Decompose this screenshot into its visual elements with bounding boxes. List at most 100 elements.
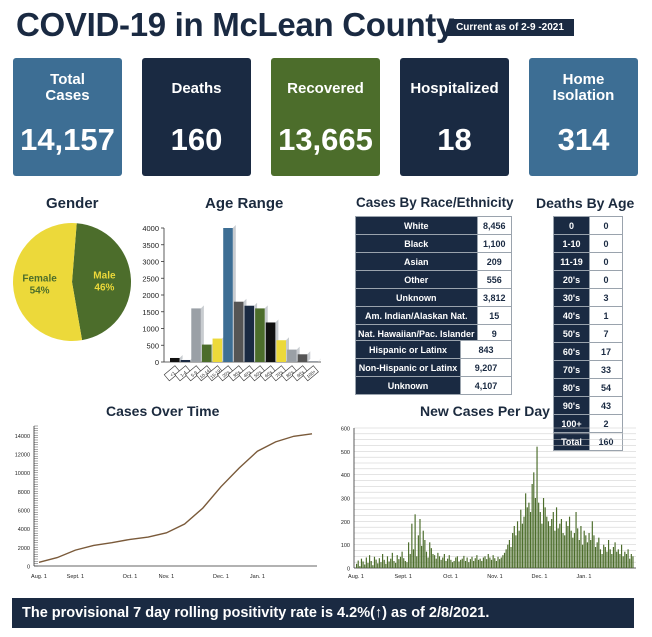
daily-bar (404, 561, 406, 568)
daily-bar (412, 549, 415, 568)
deaths-age-label: Total (553, 432, 590, 451)
daily-bar (531, 484, 533, 568)
daily-bar (482, 557, 484, 568)
stat-home-isolation: Home Isolation 314 (529, 58, 638, 176)
age-tick-tag: 15-19 (206, 365, 224, 382)
deaths-age-row: 40's 1 (553, 306, 623, 325)
daily-bar (606, 551, 608, 568)
daily-bar (460, 559, 462, 568)
daily-bar (541, 523, 543, 568)
new-cases-chart: 0 100 200 300 400 500 600 Aug. 1 Sept. 1 Oct. 1 No… (341, 427, 636, 580)
race-label: Nat. Hawaiian/Pac. Islander (355, 324, 478, 343)
cases-over-time-chart: 0 2000 4000 6000 8000 10000 12000 14000 Aug. 1 Se… (15, 425, 317, 580)
deaths-age-title: Deaths By Age (536, 195, 635, 211)
daily-bar (484, 556, 486, 568)
daily-bar (398, 559, 400, 568)
x-tick-label: Oct. 1 (443, 574, 458, 580)
daily-bar (356, 563, 358, 568)
daily-bar (601, 554, 603, 568)
daily-bar (598, 537, 600, 568)
daily-bar (627, 549, 629, 568)
daily-bar (544, 507, 546, 568)
daily-bar (364, 564, 366, 568)
daily-bar (419, 519, 421, 568)
daily-bar (362, 561, 364, 568)
daily-bar (542, 498, 545, 568)
daily-bar (585, 535, 587, 568)
race-row: White 8,456 (355, 216, 513, 235)
daily-bar (547, 521, 550, 568)
daily-bar (521, 523, 523, 568)
y-tick-label: 600 (341, 427, 350, 433)
age-tick-tag: 100+ (302, 365, 319, 382)
x-tick-label: Jan. 1 (576, 574, 591, 580)
age-tick-box (206, 365, 224, 382)
stat-label: Deaths (171, 80, 222, 97)
daily-bar (396, 555, 398, 568)
daily-bar (570, 530, 572, 568)
stat-recovered: Recovered 13,665 (271, 58, 380, 176)
daily-bar (417, 535, 419, 568)
race-value: 3,812 (476, 288, 513, 307)
age-tick-box (217, 365, 234, 382)
daily-bar (551, 519, 553, 568)
cases-line (38, 433, 313, 563)
race-label: Other (355, 270, 478, 289)
deaths-age-value: 7 (589, 324, 623, 343)
daily-bar (487, 554, 489, 568)
x-tick-label: 90's (296, 369, 306, 379)
daily-bar (495, 561, 497, 568)
age-bar (233, 301, 244, 362)
age-bar (180, 359, 191, 362)
daily-bar (624, 551, 626, 568)
daily-bar (435, 558, 437, 568)
daily-bar (434, 555, 436, 568)
age-tick-box (238, 365, 256, 382)
age-bar (287, 349, 297, 362)
daily-bar (403, 558, 405, 568)
daily-bar (450, 559, 452, 568)
race-label: Asian (355, 252, 478, 271)
x-tick-label: 30's (232, 369, 242, 379)
race-label: Am. Indian/Alaskan Nat. (355, 306, 478, 325)
x-tick-label: Dec. 1 (532, 574, 548, 580)
age-tick-box (270, 365, 287, 382)
y-tick-label: 0 (347, 567, 350, 573)
ethnicity-row: Hispanic or Latinx 843 (355, 340, 512, 359)
daily-bar (520, 509, 522, 568)
deaths-age-row: 30's 3 (553, 288, 623, 307)
daily-bar (380, 562, 382, 568)
stat-value: 314 (557, 122, 610, 157)
daily-bar (546, 516, 548, 568)
daily-bar (536, 446, 538, 568)
daily-bar (430, 548, 432, 568)
daily-bar (614, 542, 616, 568)
daily-bar (552, 512, 554, 568)
daily-bar (442, 557, 444, 568)
daily-bar (357, 560, 359, 568)
daily-bar (373, 556, 376, 568)
daily-bar (499, 559, 501, 568)
daily-bar (388, 561, 390, 568)
page-title: COVID-19 in McLean County (16, 6, 455, 43)
daily-bar (453, 561, 455, 568)
pie-label: Female (22, 273, 57, 284)
daily-bar (494, 558, 496, 568)
pie-slice-male (72, 223, 131, 341)
age-tick-tag: <1 (163, 365, 181, 382)
y-tick-label: 300 (341, 497, 350, 503)
y-tick-label: 2000 (18, 546, 30, 552)
daily-bar (599, 549, 602, 568)
daily-bar (486, 559, 488, 568)
daily-bar (429, 542, 431, 568)
race-label: Black (355, 234, 478, 253)
deaths-age-label: 30's (553, 288, 590, 307)
x-tick-label: 70's (274, 369, 284, 379)
daily-bar (586, 542, 589, 568)
daily-bar (630, 554, 632, 568)
daily-bar (401, 551, 403, 568)
stat-label: Hospitalized (410, 80, 499, 97)
age-tick-box (302, 365, 319, 382)
ethnicity-label: Non-Hispanic or Latinx (355, 358, 461, 377)
daily-bar (408, 542, 410, 568)
